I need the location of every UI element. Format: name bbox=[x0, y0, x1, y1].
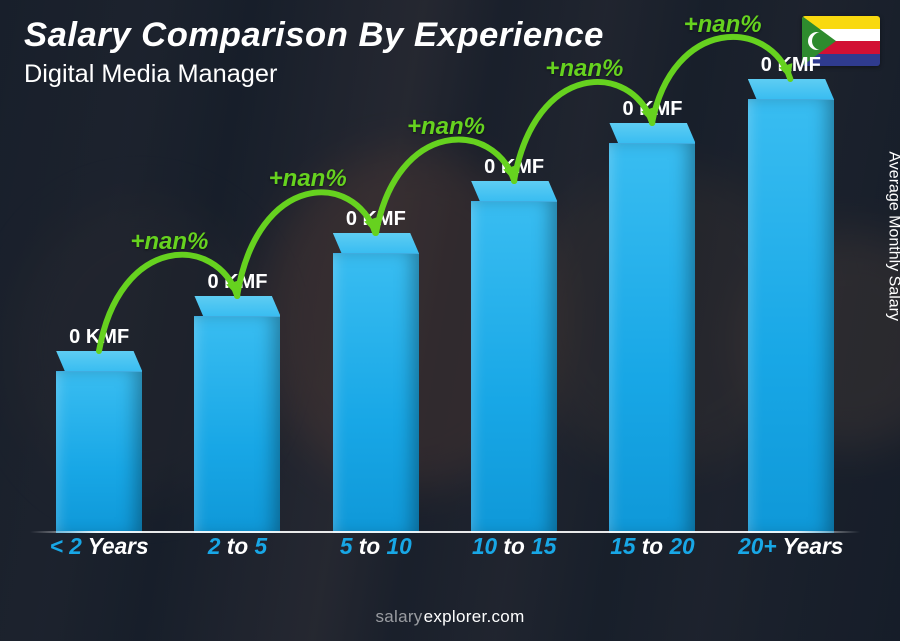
bar-front-face bbox=[56, 371, 142, 533]
bar-body: 0 KMF bbox=[748, 99, 834, 533]
x-label-highlight: 15 bbox=[610, 533, 635, 559]
bar: 0 KMF bbox=[738, 99, 844, 533]
bar: 0 KMF bbox=[323, 253, 429, 533]
bar-front-face bbox=[333, 253, 419, 533]
bar-chart: 0 KMF 0 KMF 0 KMF 0 KMF 0 KMF 0 KMF < 2 Years… bbox=[30, 120, 860, 563]
x-label-highlight: 10 bbox=[387, 533, 412, 559]
chart-title: Salary Comparison By Experience bbox=[24, 16, 604, 55]
x-label-muted: to bbox=[353, 533, 387, 559]
bar-front-face bbox=[609, 143, 695, 533]
bar-value-label: 0 KMF bbox=[484, 156, 544, 179]
x-label-muted: Years bbox=[777, 533, 844, 559]
bar-top-face bbox=[333, 233, 419, 253]
bar-front-face bbox=[194, 316, 280, 533]
growth-label: +nan% bbox=[684, 11, 762, 39]
bar-front-face bbox=[748, 99, 834, 533]
x-label-highlight: 5 bbox=[340, 533, 353, 559]
x-axis-label: 10 to 15 bbox=[461, 533, 567, 560]
bar-top-face bbox=[471, 181, 557, 201]
bar-body: 0 KMF bbox=[471, 201, 557, 533]
x-label-muted: to bbox=[497, 533, 531, 559]
bar-body: 0 KMF bbox=[609, 143, 695, 533]
x-label-highlight: 20 bbox=[669, 533, 694, 559]
x-label-highlight: 2 bbox=[208, 533, 221, 559]
growth-label: +nan% bbox=[545, 55, 623, 83]
x-axis-label: 5 to 10 bbox=[323, 533, 429, 560]
flag-crescent-icon bbox=[808, 32, 826, 50]
x-axis-label: 15 to 20 bbox=[599, 533, 705, 560]
bar-body: 0 KMF bbox=[333, 253, 419, 533]
x-label-highlight: < 2 bbox=[50, 533, 82, 559]
bar-value-label: 0 KMF bbox=[69, 326, 129, 349]
bar-top-face bbox=[748, 79, 834, 99]
bar-value-label: 0 KMF bbox=[207, 271, 267, 294]
bar-value-label: 0 KMF bbox=[761, 54, 821, 77]
bar: 0 KMF bbox=[46, 371, 152, 533]
x-label-highlight: 20+ bbox=[738, 533, 776, 559]
bar-top-face bbox=[56, 351, 142, 371]
bar: 0 KMF bbox=[599, 143, 705, 533]
x-axis-label: 20+ Years bbox=[738, 533, 844, 560]
source-attribution: salaryexplorer.com bbox=[0, 607, 900, 627]
x-label-muted: to bbox=[220, 533, 254, 559]
x-axis-label: 2 to 5 bbox=[184, 533, 290, 560]
bar-value-label: 0 KMF bbox=[346, 208, 406, 231]
y-axis-label: Average Monthly Salary bbox=[885, 151, 900, 321]
x-label-muted: to bbox=[635, 533, 669, 559]
footer-prefix: salary bbox=[375, 607, 422, 626]
bar-body: 0 KMF bbox=[56, 371, 142, 533]
footer-rest: explorer.com bbox=[424, 607, 525, 626]
chart-subtitle: Digital Media Manager bbox=[24, 60, 277, 89]
bar-front-face bbox=[471, 201, 557, 533]
bar-top-face bbox=[609, 123, 695, 143]
bars-container: 0 KMF 0 KMF 0 KMF 0 KMF 0 KMF 0 KMF bbox=[30, 120, 860, 533]
bar-body: 0 KMF bbox=[194, 316, 280, 533]
x-label-highlight: 5 bbox=[254, 533, 267, 559]
bar: 0 KMF bbox=[461, 201, 567, 533]
x-label-muted: Years bbox=[82, 533, 149, 559]
x-axis-label: < 2 Years bbox=[46, 533, 152, 560]
bar-top-face bbox=[194, 296, 280, 316]
x-label-highlight: 10 bbox=[472, 533, 497, 559]
x-label-highlight: 15 bbox=[531, 533, 556, 559]
bar-value-label: 0 KMF bbox=[622, 98, 682, 121]
bar: 0 KMF bbox=[184, 316, 290, 533]
x-axis-labels: < 2 Years2 to 55 to 1010 to 1515 to 2020… bbox=[30, 533, 860, 563]
chart-canvas: Salary Comparison By Experience Digital … bbox=[0, 0, 900, 641]
